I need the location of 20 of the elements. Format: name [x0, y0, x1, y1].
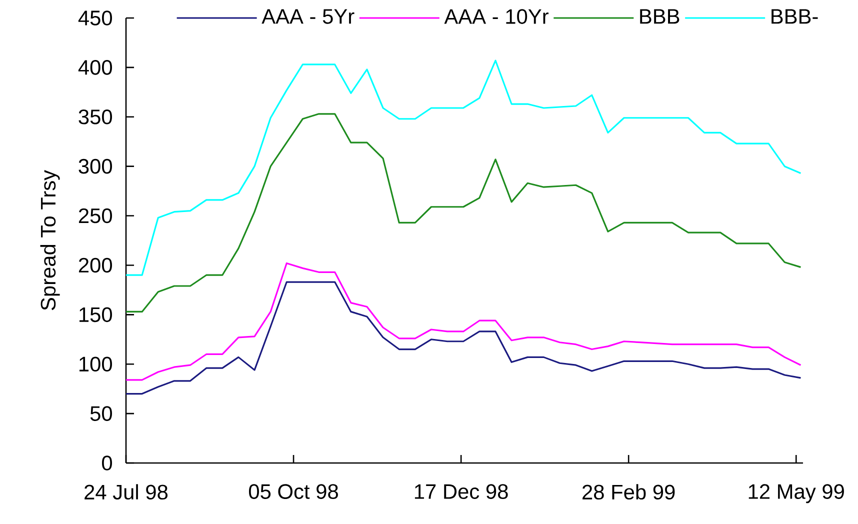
y-tick-label: 400: [78, 60, 112, 75]
y-tick-label: 250: [78, 208, 112, 224]
y-tick-label: 0: [102, 456, 112, 470]
x-tick-label: 17 Dec 98: [414, 484, 508, 499]
legend-label: BBB: [640, 9, 680, 24]
y-tick-label: 450: [78, 10, 112, 26]
y-tick-label: 350: [78, 109, 112, 124]
y-tick-label: 300: [78, 158, 112, 174]
x-tick-label: 05 Oct 98: [248, 484, 338, 499]
legend-label: BBB-: [772, 9, 818, 24]
legend-label: AAA - 10Yr: [444, 9, 548, 24]
y-tick-label: 150: [80, 307, 112, 322]
legend-label: AAA - 5Yr: [262, 9, 354, 24]
y-axis-title: Spread To Trsy: [40, 170, 60, 310]
x-tick-label: 12 May 99: [748, 484, 844, 504]
y-tick-label: 200: [78, 258, 112, 273]
y-tick-label: 50: [90, 406, 112, 421]
x-tick-label: 24 Jul 98: [84, 484, 168, 500]
y-tick-label: 100: [80, 356, 112, 372]
x-tick-label: 28 Feb 99: [582, 484, 675, 500]
